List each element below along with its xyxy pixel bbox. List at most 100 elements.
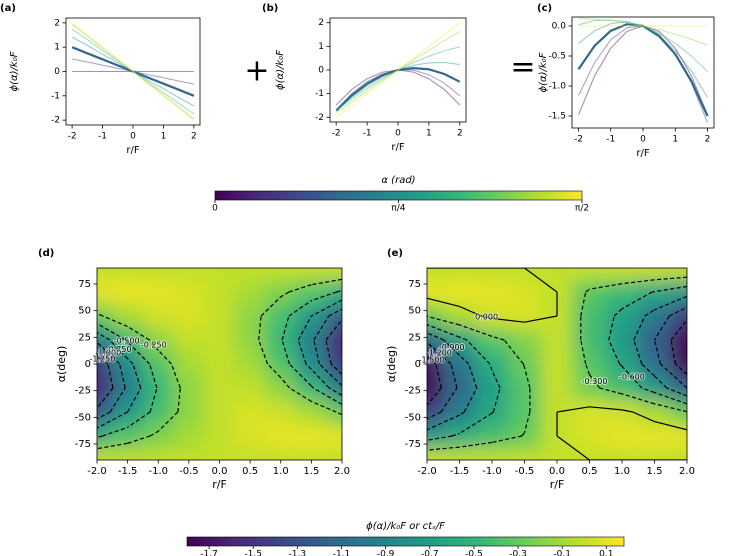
field-cell <box>204 424 236 449</box>
contour-label: -0.500 <box>114 337 140 346</box>
series-line <box>335 31 461 114</box>
x-tick-label: -1.0 <box>482 466 502 477</box>
x-tick-label: -0.5 <box>179 466 199 477</box>
field-cell <box>427 304 444 329</box>
field-cell <box>173 352 205 377</box>
y-tick-label: -2 <box>315 113 324 123</box>
field-cell <box>326 376 342 401</box>
colorbar-tick-label: 0 <box>212 204 218 214</box>
x-tick-label: -2.0 <box>87 466 107 477</box>
plus-sign: + <box>244 54 269 89</box>
x-tick-label: -2 <box>332 129 341 139</box>
field-cell <box>234 328 266 353</box>
field-cell <box>142 268 175 281</box>
field-cell <box>296 424 328 449</box>
x-tick-label: -1 <box>363 129 372 139</box>
contour-line <box>427 319 687 406</box>
x-tick-label: -2 <box>574 135 583 145</box>
field-cell <box>265 376 297 401</box>
x-tick-label: -2.0 <box>417 466 437 477</box>
field-cell <box>326 328 342 353</box>
x-tick-label: -1.0 <box>148 466 168 477</box>
field-cell <box>173 280 205 305</box>
field-cell <box>443 328 477 353</box>
colorbar-tick-label: -0.1 <box>553 550 571 556</box>
x-axis-label: r/F <box>212 478 227 491</box>
field-cell <box>508 268 542 281</box>
field-cell <box>443 400 477 425</box>
field-cell <box>670 328 687 353</box>
field-cell <box>97 304 113 329</box>
field-cell <box>573 280 607 305</box>
colorbar-tick-label: π/4 <box>391 204 405 214</box>
field-cell <box>204 400 236 425</box>
colorbar-tick-label: -1.3 <box>289 550 307 556</box>
series-line <box>578 21 708 98</box>
x-tick-label: 2 <box>705 135 711 145</box>
field-cell <box>326 448 342 460</box>
field-cell <box>573 424 607 449</box>
field-cell <box>112 268 144 281</box>
field-cell <box>204 448 236 460</box>
field-cell <box>508 448 542 460</box>
field-cell <box>112 304 144 329</box>
contour-label: -1.500 <box>419 355 445 364</box>
field-cell <box>427 280 444 305</box>
series-line <box>71 22 195 121</box>
contour-label: -0.250 <box>141 341 167 350</box>
field-cell <box>265 424 297 449</box>
x-axis-label: r/F <box>391 142 404 153</box>
series-line <box>71 46 195 97</box>
field-cell <box>475 448 509 460</box>
y-tick-label: -75 <box>75 439 91 450</box>
x-tick-label: 2.0 <box>334 466 350 477</box>
series-line <box>335 61 460 111</box>
field-cell <box>112 400 144 425</box>
series-line <box>71 28 195 115</box>
field-cell <box>638 424 672 449</box>
field-cell <box>508 424 542 449</box>
field-cell <box>475 424 509 449</box>
y-tick-label: 25 <box>78 332 91 343</box>
colorbar-tick-label: -1.1 <box>333 550 351 556</box>
field-cell <box>605 448 639 460</box>
field-cell <box>234 376 266 401</box>
field-cell <box>326 352 342 377</box>
colorbar <box>186 536 625 547</box>
field-cells <box>97 268 342 460</box>
panel-label: (e) <box>387 248 403 259</box>
panel-label: (c) <box>537 3 552 14</box>
x-tick-label: 0 <box>395 129 401 139</box>
x-tick-label: 1.5 <box>303 466 319 477</box>
x-tick-label: 1.5 <box>647 466 663 477</box>
series-line <box>335 22 461 118</box>
field-cell <box>670 280 687 305</box>
contour-label: -1.000 <box>95 349 121 358</box>
colorbar-label: α (rad) <box>381 175 415 186</box>
field-cell <box>638 328 672 353</box>
contour-line <box>97 308 342 420</box>
y-tick-label: 1 <box>318 42 324 52</box>
colorbar-tick-label: -0.7 <box>421 550 439 556</box>
field-cell <box>540 376 574 401</box>
y-tick-label: 75 <box>408 279 421 290</box>
y-tick-label: -1 <box>51 91 60 101</box>
y-tick-label: 50 <box>408 306 421 317</box>
contour-line <box>427 276 687 451</box>
y-tick-label: -1 <box>315 89 324 99</box>
field-cell <box>638 280 672 305</box>
field-cell <box>573 352 607 377</box>
y-axis-label: ϕ(α)/k₀F <box>9 51 20 91</box>
field-cell <box>173 304 205 329</box>
y-tick-label: -1.0 <box>548 82 566 92</box>
field-cell <box>540 448 574 460</box>
field-cell <box>112 376 144 401</box>
series-line <box>335 66 461 112</box>
field-cell <box>142 352 175 377</box>
field-cell <box>670 424 687 449</box>
x-tick-label: 1 <box>161 132 167 142</box>
field-cell <box>605 280 639 305</box>
field-cell <box>265 448 297 460</box>
y-axis-label: ϕ(α)/k₀F <box>538 52 549 92</box>
colorbar-tick-label: 0.1 <box>599 550 613 556</box>
